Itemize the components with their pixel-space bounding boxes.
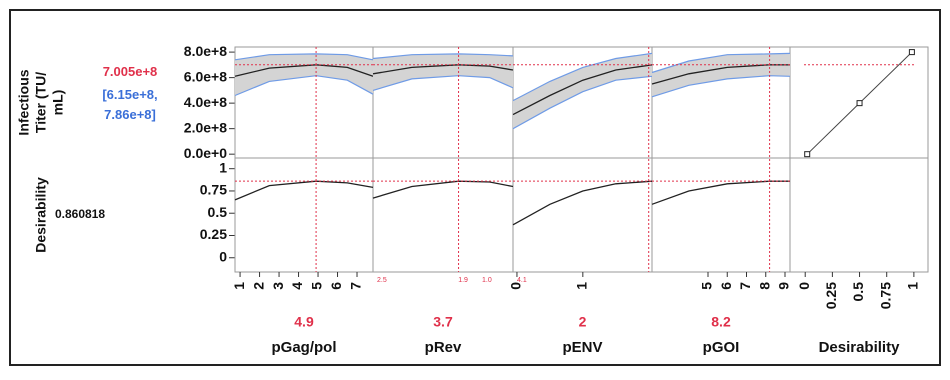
factor-current: 4.9 bbox=[294, 314, 314, 330]
current-value: 0.860818 bbox=[55, 207, 105, 221]
response-name: Infectious bbox=[16, 69, 32, 135]
confidence-band bbox=[373, 53, 513, 91]
x-tick-label: 2 bbox=[250, 282, 266, 290]
panel bbox=[789, 157, 929, 273]
response-name: Desirability bbox=[33, 177, 49, 253]
desirability-point bbox=[804, 151, 811, 158]
factor-name: pRev bbox=[425, 339, 462, 356]
prediction-line bbox=[512, 64, 653, 116]
x-tick-label: 7 bbox=[737, 282, 753, 290]
x-tick-label: 4 bbox=[289, 282, 305, 290]
band-edge bbox=[372, 53, 514, 60]
y-tick-label: 8.0e+8 bbox=[184, 43, 227, 59]
y-tick-label: 0.5 bbox=[208, 204, 228, 220]
x-tick-label: 6 bbox=[718, 282, 734, 290]
desirability-line bbox=[512, 180, 653, 226]
band-edge bbox=[651, 75, 791, 98]
confidence-interval: 7.86e+8] bbox=[104, 107, 156, 122]
response-name: Titer (TU/ bbox=[33, 72, 49, 133]
x-tick-label: 0.5 bbox=[850, 282, 866, 302]
tick-note: 1.0 bbox=[482, 277, 492, 284]
band-edge bbox=[512, 52, 653, 102]
current-value: 7.005e+8 bbox=[103, 64, 158, 79]
factor-current: 2 bbox=[579, 314, 587, 330]
y-tick-label: 6.0e+8 bbox=[184, 68, 227, 84]
confidence-interval: [6.15e+8, bbox=[102, 87, 157, 102]
y-tick-label: 1 bbox=[219, 159, 227, 175]
tick-note: 4.1 bbox=[517, 277, 527, 284]
x-tick-label: 9 bbox=[776, 282, 792, 290]
x-tick-label: 0.75 bbox=[877, 282, 893, 309]
x-tick-label: 5 bbox=[309, 282, 325, 290]
x-tick-label: 0.25 bbox=[823, 282, 839, 309]
y-tick-label: 0 bbox=[219, 248, 227, 264]
factor-name: pGag/pol bbox=[272, 339, 337, 356]
desirability-point bbox=[856, 100, 863, 107]
x-tick-label: 5 bbox=[699, 282, 715, 290]
x-tick-label: 3 bbox=[270, 282, 286, 290]
x-tick-label: 1 bbox=[905, 282, 921, 290]
confidence-band bbox=[513, 53, 652, 129]
x-tick-label: 7 bbox=[348, 282, 364, 290]
tick-note: 1.9 bbox=[458, 277, 468, 284]
y-tick-label: 0.75 bbox=[200, 182, 227, 198]
y-tick-label: 4.0e+8 bbox=[184, 94, 227, 110]
response-name: mL) bbox=[50, 90, 66, 116]
x-tick-label: 0 bbox=[796, 282, 812, 290]
factor-current: 3.7 bbox=[433, 314, 453, 330]
x-tick-label: 1 bbox=[231, 282, 247, 290]
factor-current: 8.2 bbox=[711, 314, 731, 330]
factor-name: pENV bbox=[562, 339, 602, 356]
desirability-point bbox=[908, 49, 915, 56]
factor-name: Desirability bbox=[819, 339, 901, 356]
x-tick-label: 8 bbox=[756, 282, 772, 290]
y-tick-label: 0.0e+0 bbox=[184, 145, 227, 161]
x-tick-label: 1 bbox=[574, 282, 590, 290]
y-tick-label: 2.0e+8 bbox=[184, 119, 227, 135]
x-tick-label: 0 bbox=[508, 282, 524, 290]
factor-name: pGOI bbox=[703, 339, 740, 356]
x-tick-label: 6 bbox=[328, 282, 344, 290]
band-edge bbox=[234, 53, 374, 61]
confidence-band bbox=[235, 53, 373, 96]
tick-note: 2.5 bbox=[377, 277, 387, 284]
band-edge bbox=[512, 75, 653, 130]
y-tick-label: 0.25 bbox=[200, 226, 227, 242]
